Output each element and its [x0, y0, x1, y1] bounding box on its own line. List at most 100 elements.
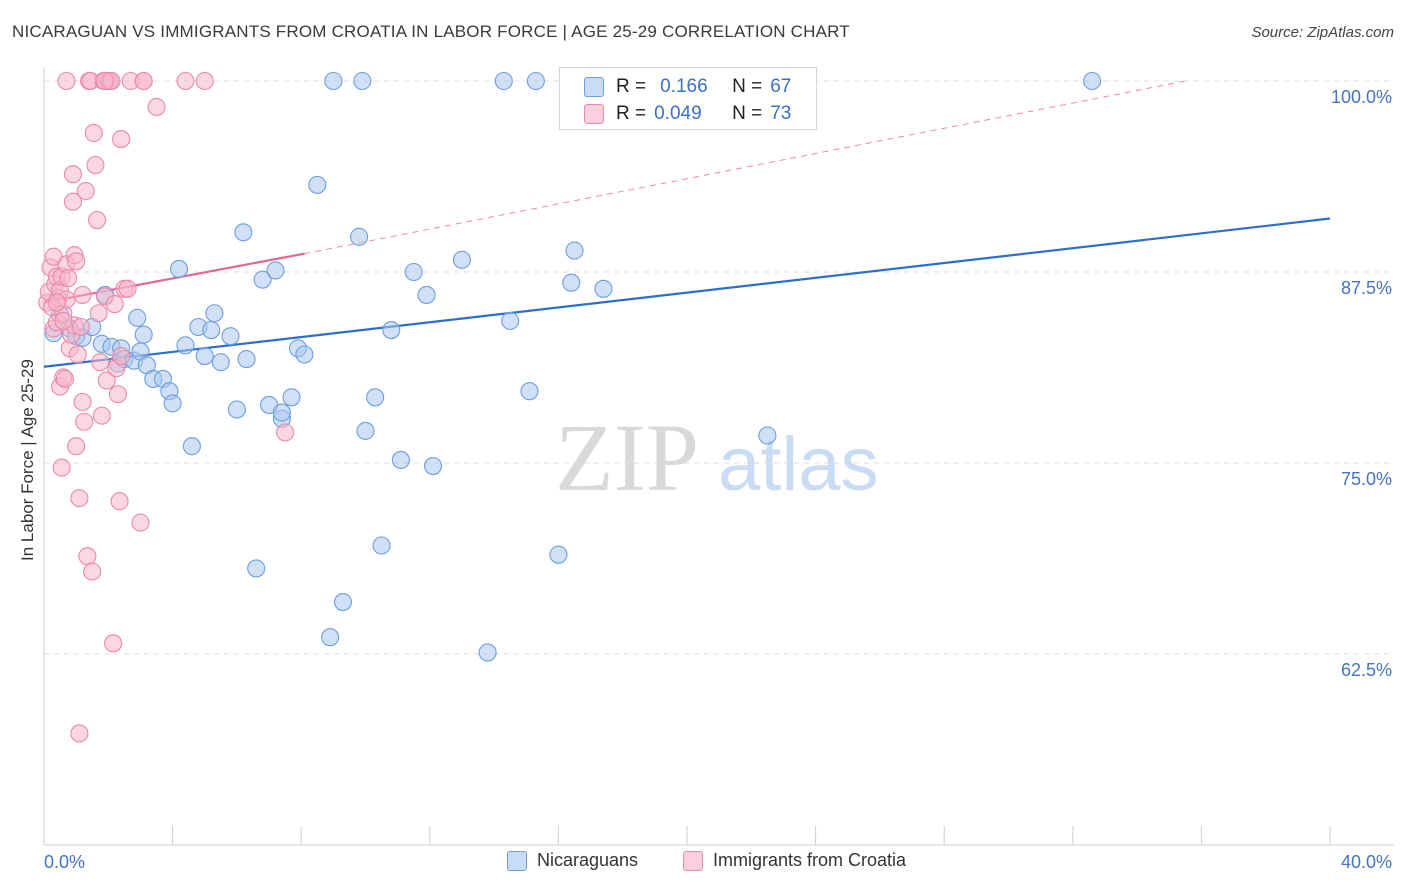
point-nicaraguans: [163, 394, 182, 413]
point-croatia: [92, 406, 111, 425]
point-nicaraguans: [195, 346, 214, 366]
point-croatia: [78, 547, 97, 566]
point-nicaraguans: [272, 403, 291, 422]
point-croatia: [52, 458, 71, 477]
point-nicaraguans: [417, 285, 436, 304]
y-tick-label: 75.0%: [1341, 469, 1392, 489]
point-croatia: [195, 71, 214, 91]
point-croatia: [118, 279, 137, 298]
point-croatia: [112, 130, 131, 149]
point-croatia: [67, 252, 86, 271]
correlation-legend: R = 0.166 N = 67 R = 0.049 N = 73: [559, 67, 817, 130]
data-points: [38, 71, 1102, 743]
point-croatia: [63, 192, 82, 211]
point-nicaraguans: [295, 345, 314, 364]
x-tick-label-max: 40.0%: [1340, 852, 1392, 872]
point-croatia: [97, 371, 116, 390]
point-nicaraguans: [324, 71, 343, 91]
point-nicaraguans: [382, 321, 401, 340]
point-nicaraguans: [221, 327, 240, 346]
point-nicaraguans: [372, 536, 391, 555]
point-nicaraguans: [205, 304, 224, 323]
point-nicaraguans: [211, 353, 230, 372]
point-nicaraguans: [321, 628, 340, 647]
point-croatia: [112, 346, 131, 366]
point-nicaraguans: [237, 350, 256, 369]
point-nicaraguans: [478, 643, 497, 662]
point-croatia: [71, 317, 91, 337]
point-nicaraguans: [350, 227, 369, 246]
point-croatia: [54, 311, 73, 330]
r-value: 0.049: [654, 103, 702, 124]
legend-item-croatia[interactable]: Immigrants from Croatia: [683, 850, 906, 871]
point-croatia: [59, 269, 78, 288]
correlation-row-croatia: R = 0.049 N = 73: [584, 101, 791, 127]
point-croatia: [87, 210, 107, 230]
y-tick-label: 100.0%: [1331, 87, 1392, 107]
n-label: N =: [732, 76, 763, 97]
x-tick-label-min: 0.0%: [44, 852, 86, 872]
y-tick-labels: 62.5% 75.0% 87.5% 100.0%: [1331, 87, 1392, 680]
point-nicaraguans: [227, 400, 246, 419]
point-nicaraguans: [758, 426, 777, 445]
source-label: Source: ZipAtlas.com: [1251, 24, 1394, 41]
point-nicaraguans: [308, 175, 327, 194]
y-tick-label: 62.5%: [1341, 660, 1392, 680]
point-croatia: [110, 492, 129, 511]
n-value: 67: [770, 76, 792, 97]
point-nicaraguans: [594, 279, 613, 298]
point-nicaraguans: [423, 457, 443, 476]
point-nicaraguans: [266, 261, 285, 280]
chart-title: NICARAGUAN VS IMMIGRANTS FROM CROATIA IN…: [12, 22, 850, 41]
point-croatia: [68, 345, 87, 364]
point-nicaraguans: [562, 273, 581, 292]
point-nicaraguans: [452, 250, 472, 269]
point-nicaraguans: [391, 450, 410, 469]
point-croatia: [73, 392, 92, 411]
point-croatia: [104, 634, 123, 653]
trend-line-croatia-extension: [304, 80, 1186, 255]
point-nicaraguans: [353, 71, 372, 91]
point-croatia: [55, 369, 74, 389]
legend-label: Nicaraguans: [537, 850, 639, 870]
legend-item-nicaraguans[interactable]: Nicaraguans: [507, 850, 638, 871]
point-nicaraguans: [494, 71, 513, 91]
y-tick-label: 87.5%: [1341, 278, 1392, 298]
point-nicaraguans: [134, 325, 153, 344]
point-croatia: [83, 562, 102, 581]
point-croatia: [105, 295, 124, 314]
point-croatia: [75, 412, 94, 431]
point-croatia: [176, 71, 195, 91]
point-nicaraguans: [356, 421, 375, 440]
legend-label: Immigrants from Croatia: [713, 850, 907, 870]
swatch-pink: [584, 104, 604, 124]
series-legend: Nicaraguans Immigrants from Croatia: [0, 850, 1406, 880]
point-nicaraguans: [253, 270, 272, 289]
point-nicaraguans: [282, 388, 301, 407]
point-croatia: [108, 385, 127, 404]
legend-swatch-blue: [507, 850, 527, 871]
point-croatia: [96, 71, 115, 91]
point-nicaraguans: [520, 382, 539, 401]
point-croatia: [67, 437, 86, 456]
n-label: N =: [732, 103, 763, 124]
point-croatia: [76, 181, 95, 201]
r-value: 0.166: [660, 76, 708, 97]
point-nicaraguans: [501, 311, 520, 330]
correlation-row-nicaraguans: R = 0.166 N = 67: [584, 74, 791, 100]
point-nicaraguans: [404, 262, 423, 282]
point-nicaraguans: [526, 71, 545, 91]
point-croatia: [70, 724, 89, 743]
point-nicaraguans: [1083, 71, 1102, 91]
point-croatia: [131, 513, 150, 532]
point-croatia: [57, 71, 76, 91]
point-croatia: [70, 489, 89, 508]
point-nicaraguans: [247, 559, 266, 578]
point-nicaraguans: [182, 437, 201, 456]
point-nicaraguans: [234, 223, 253, 242]
r-label: R =: [616, 76, 647, 97]
point-croatia: [276, 423, 295, 442]
point-croatia: [91, 353, 110, 372]
watermark-zip: ZIP: [555, 404, 699, 511]
